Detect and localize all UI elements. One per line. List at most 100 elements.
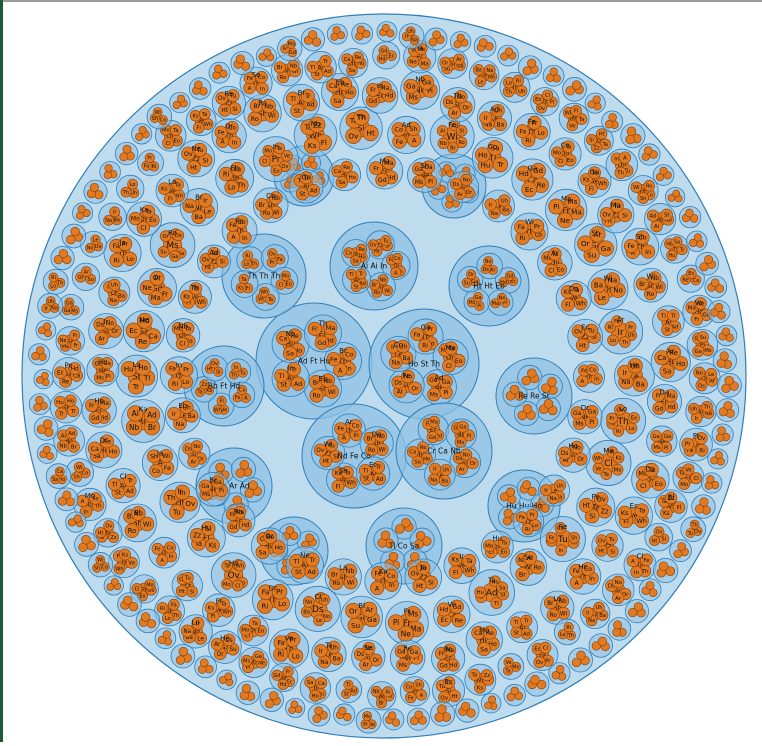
leaf-circle: [626, 126, 637, 137]
leaf-circle: [192, 122, 205, 134]
leaf-circle: [612, 425, 625, 437]
leaf-circle: [503, 508, 513, 518]
leaf-circle: [271, 540, 286, 555]
leaf-circle: [54, 366, 67, 379]
leaf-circle: [110, 578, 119, 586]
leaf-circle: [335, 176, 348, 189]
leaf-circle: [396, 339, 410, 354]
leaf-circle: [661, 323, 674, 336]
leaf-circle: [167, 406, 181, 421]
leaf-circle: [42, 445, 51, 454]
leaf-circle: [604, 120, 614, 129]
leaf-circle: [520, 627, 533, 640]
leaf-circle: [290, 103, 305, 118]
leaf-circle: [487, 140, 503, 156]
leaf-circle: [608, 113, 617, 122]
leaf-circle: [134, 333, 151, 350]
leaf-circle: [135, 359, 152, 376]
leaf-circle: [517, 410, 528, 421]
leaf-circle: [273, 142, 286, 154]
leaf-circle: [705, 367, 718, 380]
leaf-circle: [411, 455, 424, 468]
leaf-circle: [55, 407, 68, 420]
leaf-circle: [689, 238, 698, 248]
leaf-circle: [406, 445, 419, 458]
leaf-circle: [224, 672, 233, 681]
leaf-circle: [276, 330, 291, 346]
leaf-circle: [462, 429, 475, 442]
leaf-circle: [282, 346, 298, 361]
leaf-circle: [226, 89, 240, 103]
leaf-circle: [282, 666, 294, 678]
leaf-circle: [119, 548, 131, 561]
leaf-circle: [372, 460, 386, 474]
leaf-circle: [496, 292, 507, 303]
leaf-circle: [169, 124, 182, 136]
leaf-circle: [459, 100, 473, 114]
leaf-circle: [370, 566, 386, 581]
leaf-circle: [566, 119, 579, 132]
leaf-circle: [286, 362, 302, 377]
leaf-circle: [179, 362, 194, 377]
leaf-circle: [207, 246, 221, 260]
leaf-circle: [57, 334, 69, 346]
leaf-circle: [437, 704, 447, 715]
leaf-circle: [409, 716, 419, 726]
leaf-circle: [359, 658, 373, 672]
leaf-circle: [644, 462, 659, 478]
leaf-circle: [95, 527, 107, 539]
leaf-circle: [575, 113, 588, 125]
left-frame-line: [0, 0, 3, 742]
leaf-circle: [128, 211, 143, 226]
leaf-circle: [681, 437, 695, 451]
leaf-circle: [403, 681, 415, 693]
leaf-circle: [455, 463, 468, 476]
leaf-circle: [673, 549, 683, 559]
leaf-circle: [496, 581, 509, 594]
leaf-circle: [249, 617, 261, 629]
leaf-circle: [649, 535, 660, 546]
leaf-circle: [303, 137, 321, 154]
leaf-circle: [36, 376, 44, 384]
leaf-circle: [388, 711, 397, 720]
leaf-circle: [288, 648, 304, 664]
leaf-circle: [440, 463, 452, 476]
leaf-circle: [609, 198, 624, 213]
leaf-circle: [289, 553, 304, 569]
leaf-circle: [270, 164, 283, 177]
leaf-circle: [557, 212, 573, 229]
leaf-circle: [417, 441, 430, 454]
leaf-circle: [70, 226, 80, 237]
leaf-circle: [266, 257, 278, 268]
leaf-circle: [447, 141, 459, 154]
leaf-circle: [234, 215, 249, 229]
leaf-circle: [456, 125, 468, 137]
leaf-circle: [313, 614, 325, 627]
leaf-circle: [612, 627, 622, 637]
leaf-circle: [640, 553, 653, 567]
leaf-circle: [579, 173, 593, 186]
leaf-circle: [547, 492, 560, 505]
leaf-circle: [369, 161, 383, 176]
leaf-circle: [147, 449, 161, 464]
leaf-circle: [125, 322, 142, 339]
leaf-circle: [527, 486, 537, 496]
leaf-circle: [120, 361, 137, 377]
leaf-circle: [136, 221, 151, 235]
leaf-circle: [238, 230, 252, 245]
leaf-circle: [326, 351, 341, 367]
leaf-circle: [175, 655, 186, 665]
leaf-circle: [237, 384, 248, 395]
leaf-circle: [235, 282, 247, 294]
leaf-circle: [241, 61, 251, 71]
leaf-circle: [395, 524, 405, 534]
leaf-circle: [331, 479, 345, 493]
leaf-circle: [100, 357, 114, 370]
leaf-circle: [410, 327, 424, 341]
leaf-circle: [391, 375, 405, 390]
leaf-circle: [327, 567, 342, 582]
leaf-circle: [618, 151, 632, 164]
leaf-circle: [264, 699, 275, 709]
leaf-circle: [387, 614, 405, 631]
